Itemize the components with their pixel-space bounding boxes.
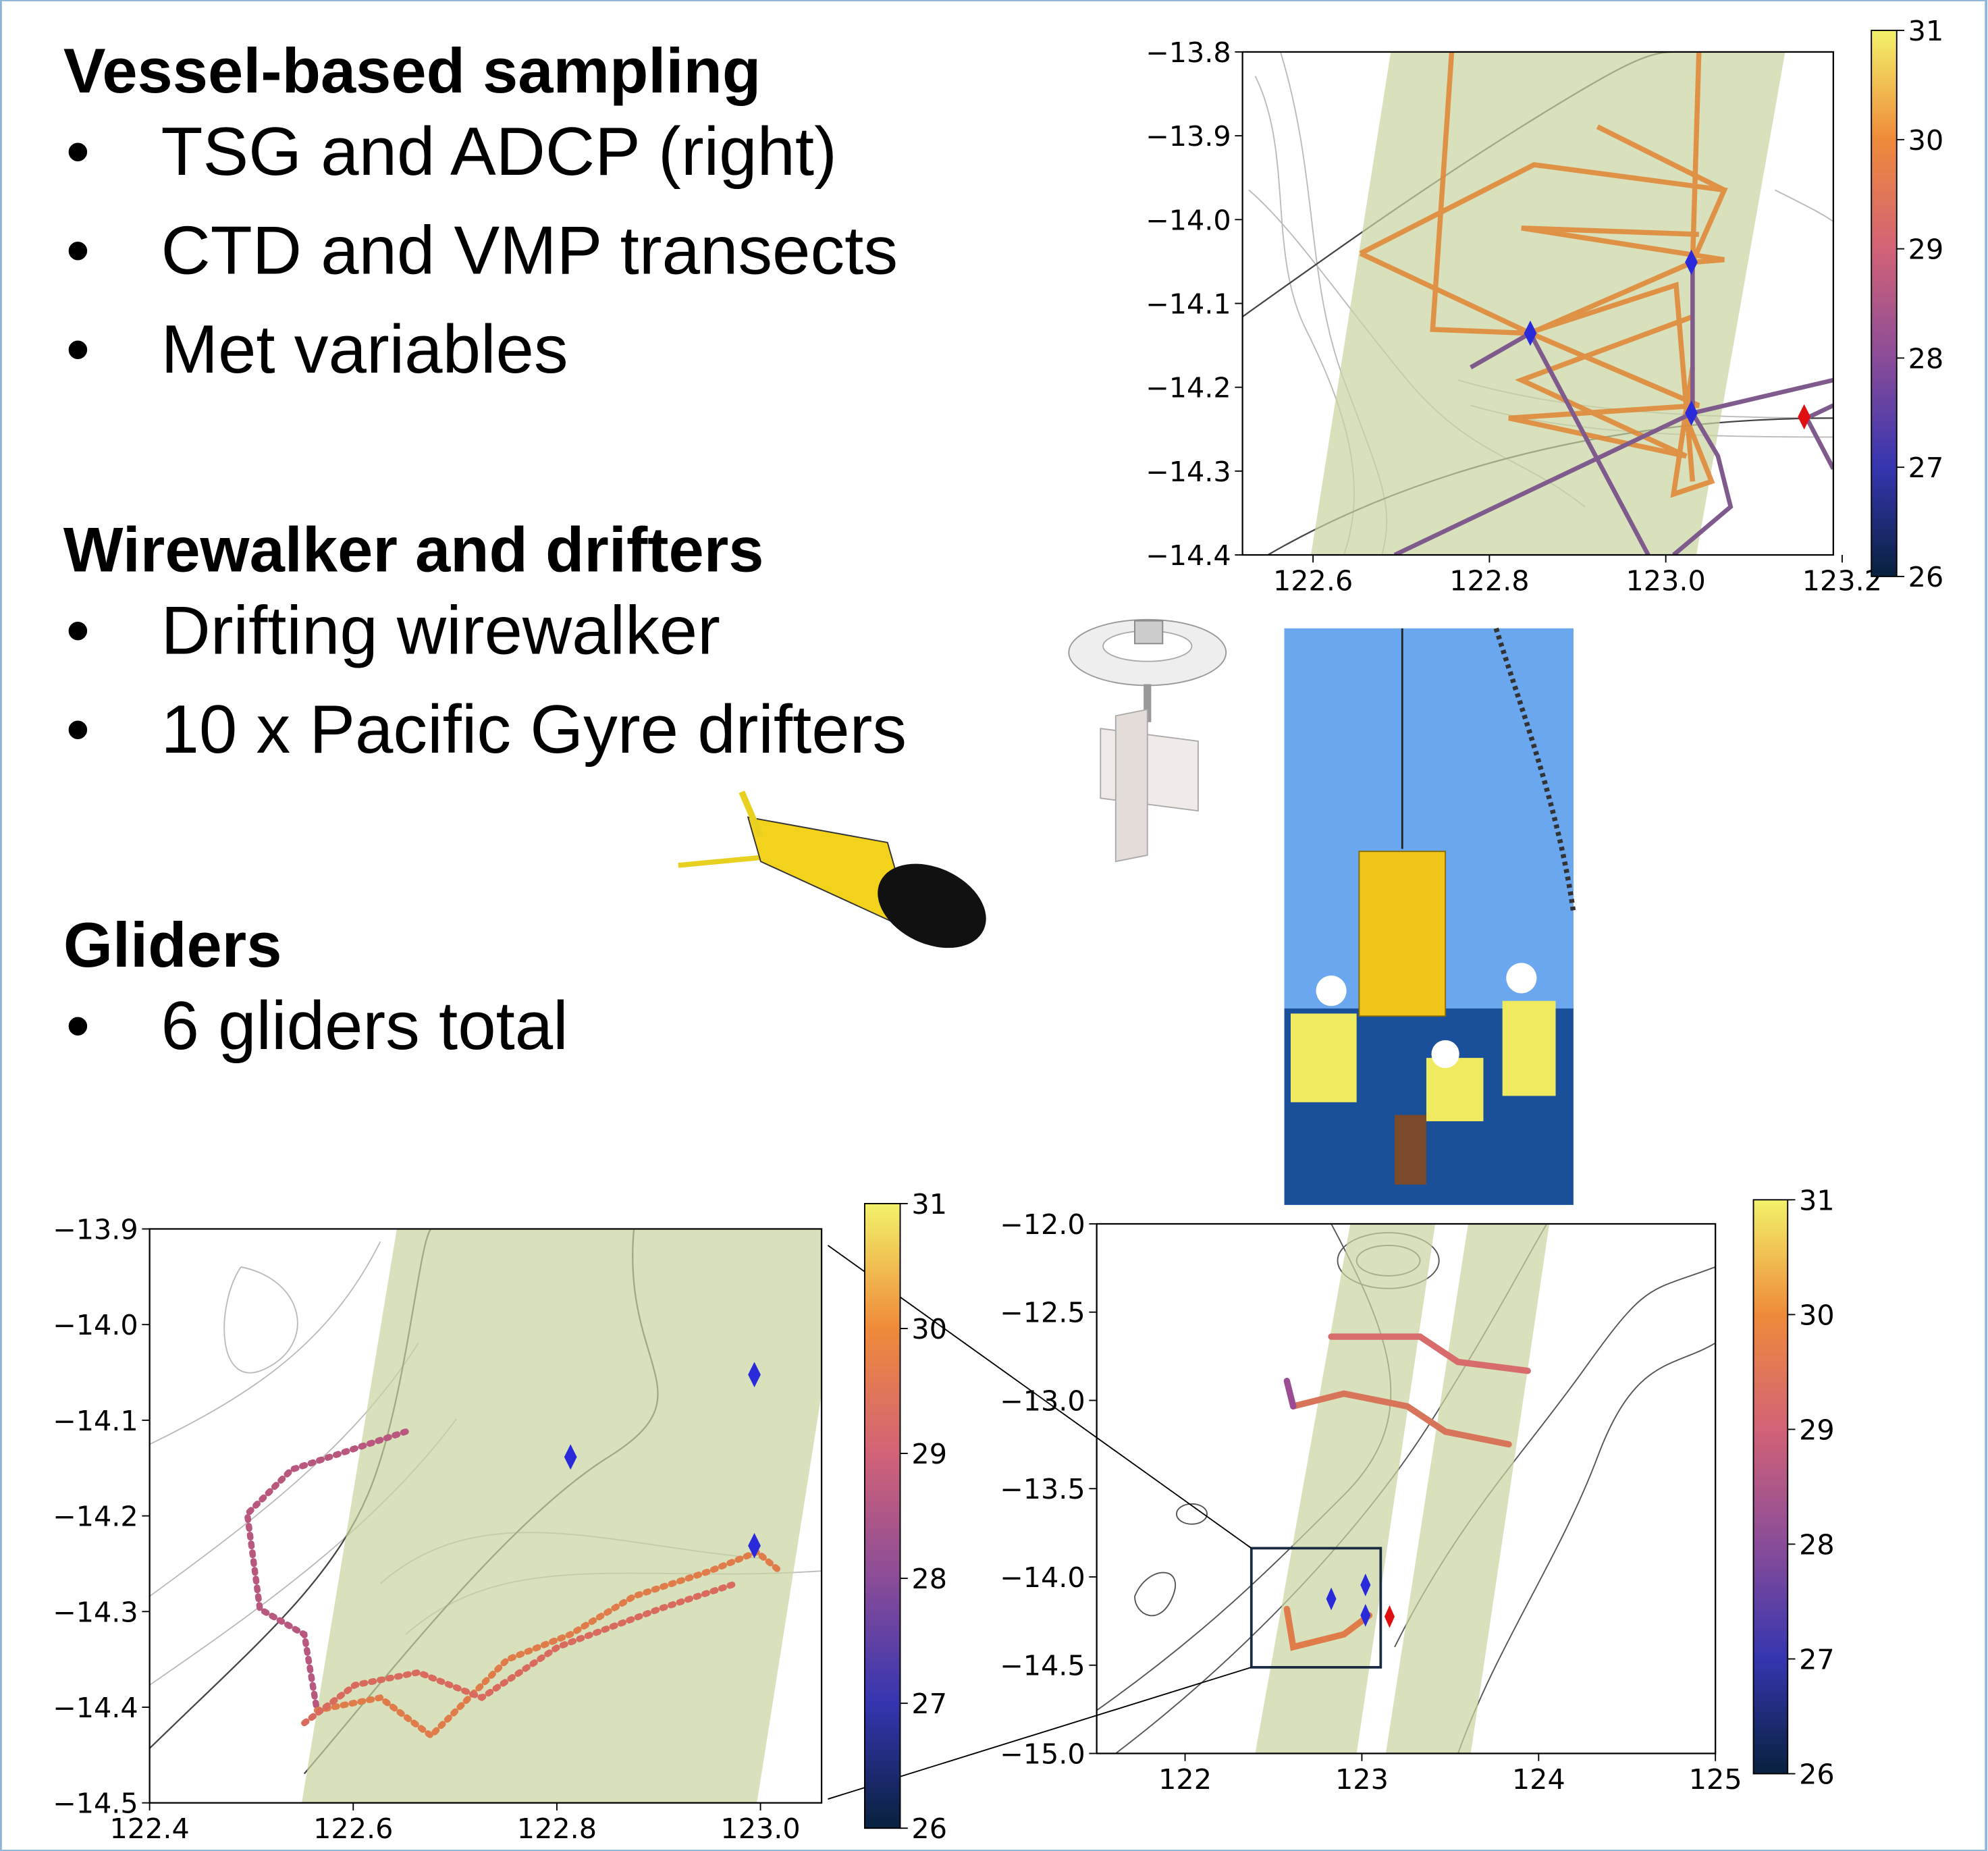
colorbar-tick-label: 27 <box>1908 452 1944 484</box>
y-tick-label: −14.5 <box>1000 1650 1085 1682</box>
drifter-illustration <box>1069 620 1226 861</box>
slide: Vessel-based sampling•TSG and ADCP (righ… <box>0 0 1988 1851</box>
colorbar-tick-label: 28 <box>1799 1528 1835 1561</box>
bullet-text: TSG and ADCP (right) <box>161 113 837 190</box>
x-tick-label: 123 <box>1335 1763 1389 1796</box>
page: {"sections": [ {"heading": "Vessel-based… <box>0 0 1988 1851</box>
bullet-marker: • <box>66 212 90 288</box>
x-tick-label: 123.0 <box>720 1813 800 1845</box>
bullet-marker: • <box>66 691 90 768</box>
y-tick-label: −13.8 <box>1146 36 1231 69</box>
y-tick-label: −14.0 <box>1146 204 1231 236</box>
colorbar-tick-label: 30 <box>911 1313 947 1345</box>
bullet-text: 10 x Pacific Gyre drifters <box>161 691 907 768</box>
y-tick-label: −14.0 <box>53 1309 138 1341</box>
colorbar <box>865 1204 901 1828</box>
section-heading: Wirewalker and drifters <box>63 514 764 585</box>
section-heading: Gliders <box>63 909 282 980</box>
colorbar-tick-label: 28 <box>1908 342 1944 375</box>
colorbar-tick-label: 26 <box>1799 1759 1835 1791</box>
colorbar-tick-label: 27 <box>911 1688 947 1720</box>
colorbar-tick-label: 27 <box>1799 1644 1835 1676</box>
colorbar-tick-label: 28 <box>911 1563 947 1595</box>
x-tick-label: 122.8 <box>1449 565 1529 597</box>
y-tick-label: −14.4 <box>53 1692 138 1724</box>
y-tick-label: −12.0 <box>1000 1208 1085 1241</box>
x-tick-label: 123.2 <box>1802 565 1882 597</box>
y-tick-label: −14.5 <box>53 1788 138 1820</box>
colorbar <box>1754 1200 1788 1773</box>
bullet-marker: • <box>66 988 90 1064</box>
wirewalker-photo <box>1285 628 1574 1205</box>
colorbar-tick-label: 29 <box>911 1438 947 1470</box>
colorbar-tick-label: 31 <box>1799 1184 1835 1216</box>
bullet-marker: • <box>66 592 90 668</box>
map-content <box>1243 52 1833 555</box>
y-tick-label: −13.5 <box>1000 1473 1085 1505</box>
colorbar-tick-label: 26 <box>911 1813 947 1845</box>
bullet-marker: • <box>66 113 90 190</box>
y-tick-label: −14.0 <box>1000 1561 1085 1594</box>
bullet-text: Drifting wirewalker <box>161 592 720 668</box>
colorbar-tick-label: 30 <box>1908 124 1944 157</box>
colorbar-tick-label: 31 <box>1908 15 1944 47</box>
x-tick-label: 122.6 <box>1273 565 1353 597</box>
section-heading: Vessel-based sampling <box>63 35 761 106</box>
x-tick-label: 122 <box>1158 1763 1212 1796</box>
y-tick-label: −14.4 <box>1146 539 1231 572</box>
bullet-text: CTD and VMP transects <box>161 212 898 288</box>
map-content <box>150 1229 822 1802</box>
x-tick-label: 122.6 <box>313 1813 393 1845</box>
colorbar-tick-label: 29 <box>1908 234 1944 266</box>
y-tick-label: −14.1 <box>53 1405 138 1437</box>
x-tick-label: 123.0 <box>1626 565 1706 597</box>
x-tick-label: 125 <box>1689 1763 1742 1796</box>
y-tick-label: −13.9 <box>53 1214 138 1246</box>
y-tick-label: −13.0 <box>1000 1385 1085 1418</box>
colorbar-tick-label: 30 <box>1799 1299 1835 1331</box>
map-content <box>1097 1224 1716 1754</box>
y-tick-label: −12.5 <box>1000 1297 1085 1329</box>
x-tick-label: 124 <box>1512 1763 1565 1796</box>
y-tick-label: −14.3 <box>1146 456 1231 488</box>
x-tick-label: 122.8 <box>517 1813 597 1845</box>
y-tick-label: −15.0 <box>1000 1738 1085 1771</box>
colorbar-tick-label: 26 <box>1908 561 1944 593</box>
y-tick-label: −14.2 <box>53 1501 138 1533</box>
bullet-text: 6 gliders total <box>161 988 568 1064</box>
text-layer: Vessel-based sampling•TSG and ADCP (righ… <box>63 35 907 1064</box>
y-tick-label: −13.9 <box>1146 120 1231 153</box>
bullet-marker: • <box>66 311 90 387</box>
colorbar <box>1871 30 1897 576</box>
colorbar-tick-label: 31 <box>911 1188 947 1220</box>
glider-illustration <box>678 792 1000 965</box>
colorbar-tick-label: 29 <box>1799 1414 1835 1446</box>
bullet-text: Met variables <box>161 311 568 387</box>
y-tick-label: −14.3 <box>53 1596 138 1628</box>
y-tick-label: −14.2 <box>1146 372 1231 404</box>
y-tick-label: −14.1 <box>1146 288 1231 321</box>
